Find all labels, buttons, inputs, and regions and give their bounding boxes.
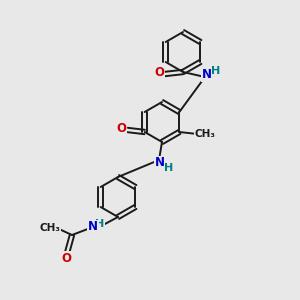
Text: H: H xyxy=(212,66,220,76)
Text: N: N xyxy=(88,220,98,233)
Text: H: H xyxy=(164,163,174,173)
Text: O: O xyxy=(154,67,164,80)
Text: N: N xyxy=(202,68,212,82)
Text: CH₃: CH₃ xyxy=(195,129,216,139)
Text: O: O xyxy=(61,251,71,265)
Text: CH₃: CH₃ xyxy=(40,223,61,233)
Text: O: O xyxy=(117,122,127,136)
Text: H: H xyxy=(95,219,105,229)
Text: N: N xyxy=(155,157,165,169)
